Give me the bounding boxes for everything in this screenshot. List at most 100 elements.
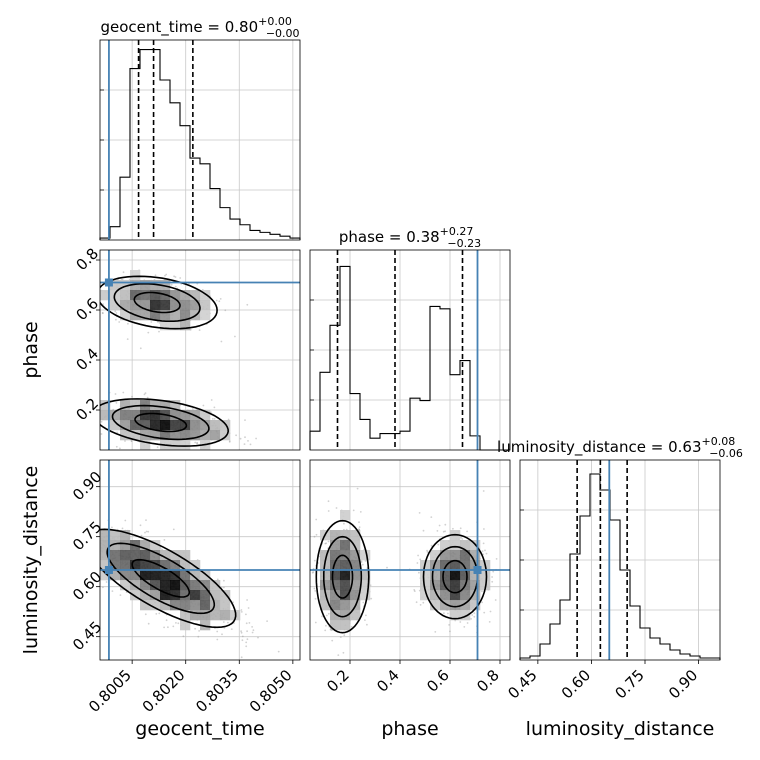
density-cell (110, 530, 121, 541)
sample-point (337, 654, 340, 656)
density-cell (150, 600, 161, 611)
sample-point (97, 545, 99, 547)
density-cell (200, 310, 211, 321)
density-cell (350, 590, 361, 601)
sample-point (221, 633, 223, 636)
contour-line (113, 283, 201, 322)
density-cell (130, 290, 141, 301)
density-cell (360, 570, 371, 581)
sample-point (305, 555, 307, 557)
sample-point (244, 436, 246, 439)
density-cell (200, 600, 211, 611)
sample-point (163, 539, 166, 541)
sample-point (491, 580, 494, 583)
sample-point (155, 613, 158, 615)
density-cell (130, 280, 141, 291)
density-cell (190, 300, 201, 311)
density-cell (110, 280, 121, 291)
sample-point (417, 554, 419, 557)
panel-frame (99, 39, 301, 241)
sample-point (304, 552, 306, 554)
density-cell (170, 300, 181, 311)
density-cell (360, 550, 371, 561)
density-cell (110, 300, 121, 311)
density-cell (460, 570, 471, 581)
density-cell (190, 430, 201, 441)
sample-point (360, 560, 363, 562)
sample-point (313, 667, 315, 669)
density-cell (190, 590, 201, 601)
sample-point (174, 276, 177, 278)
density-cell (440, 550, 451, 561)
density-cell (320, 580, 331, 591)
sample-point (219, 298, 222, 300)
sample-point (182, 635, 185, 638)
density-cell (170, 580, 181, 591)
truth-marker (473, 566, 482, 574)
sample-point (124, 440, 126, 442)
density-cell (140, 440, 151, 450)
sample-point (266, 620, 268, 622)
density-cell (120, 540, 131, 551)
sample-point (419, 604, 422, 606)
density-cell (140, 310, 151, 321)
sample-point (81, 279, 83, 281)
density-cell (100, 400, 111, 411)
density-cell (340, 610, 351, 621)
density-cell (150, 540, 161, 551)
sample-point (156, 446, 159, 449)
histogram-step (99, 48, 301, 240)
density-cell (110, 550, 121, 561)
sample-point (491, 576, 493, 578)
sample-point (484, 549, 486, 552)
sample-point (197, 635, 200, 638)
sample-point (143, 393, 146, 396)
sample-point (370, 597, 373, 600)
sample-point (147, 622, 150, 625)
density-cell (150, 310, 161, 321)
sample-point (325, 542, 328, 545)
sample-point (366, 623, 368, 626)
density-cell (350, 540, 361, 551)
sample-point (121, 527, 124, 530)
sample-point (245, 622, 248, 625)
x-tick-label: 0.90 (665, 666, 701, 702)
density-cell (460, 550, 471, 561)
panel-title: luminosity_distance = 0.63+0.08 −0.06 (497, 435, 743, 460)
sample-point (447, 612, 449, 615)
sample-point (422, 529, 425, 532)
density-cell (160, 320, 171, 331)
density-cell (350, 570, 361, 581)
density-cell (350, 550, 361, 561)
sample-point (61, 544, 63, 546)
sample-point (251, 631, 254, 634)
sample-point (60, 531, 62, 533)
density-cell (480, 570, 491, 581)
sample-point (418, 571, 420, 574)
sample-point (416, 562, 419, 564)
density-cell (430, 550, 441, 561)
sample-point (314, 597, 317, 600)
sample-point (277, 650, 280, 653)
density-cell (460, 540, 471, 551)
sample-point (240, 630, 243, 633)
density-cell (150, 300, 161, 311)
density-cell (420, 580, 431, 591)
truth-marker (104, 278, 113, 287)
sample-point (101, 312, 104, 315)
density-cell (120, 410, 131, 421)
density-cell (150, 570, 161, 581)
density-cell (450, 600, 461, 611)
sample-point (192, 408, 194, 410)
density-cell (430, 590, 441, 601)
panel-content (81, 250, 300, 450)
density-cell (160, 590, 171, 601)
density-cell (150, 430, 161, 441)
density-cell (180, 430, 191, 441)
sample-point (145, 519, 147, 521)
contour-line (431, 545, 479, 608)
sample-point (245, 641, 248, 644)
sample-point (359, 511, 362, 513)
sample-point (95, 552, 97, 554)
hist-phase: phase = 0.38+0.27 −0.23 (309, 225, 510, 451)
